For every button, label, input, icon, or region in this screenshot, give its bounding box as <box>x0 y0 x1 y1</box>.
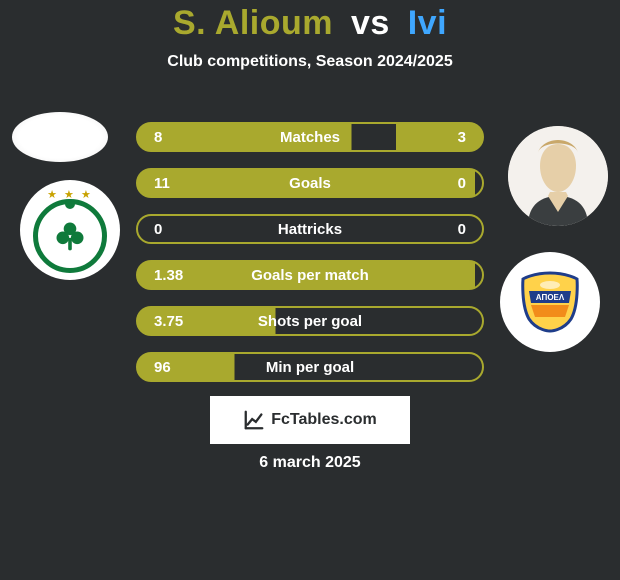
stat-label: Goals per match <box>204 267 416 284</box>
stat-right-value: 0 <box>416 175 466 192</box>
generated-date: 6 march 2025 <box>259 454 360 472</box>
header: S. Alioum vs Ivi Club competitions, Seas… <box>0 0 620 71</box>
stat-left-value: 8 <box>154 129 204 146</box>
stat-row: 0Hattricks0 <box>136 214 484 244</box>
player2-name: Ivi <box>408 4 447 42</box>
attribution-badge: FcTables.com <box>210 396 410 444</box>
comparison-title: S. Alioum vs Ivi <box>0 4 620 43</box>
stat-left-value: 1.38 <box>154 267 204 284</box>
stat-row: 3.75Shots per goal <box>136 306 484 336</box>
svg-text:ΑΠΟΕΛ: ΑΠΟΕΛ <box>536 293 565 302</box>
stat-label: Hattricks <box>204 221 416 238</box>
player2-club-badge: ΑΠΟΕΛ <box>500 252 600 352</box>
shamrock-icon <box>52 218 88 254</box>
player2-portrait-icon <box>508 126 608 226</box>
player1-name: S. Alioum <box>173 4 333 42</box>
stat-right-value: 0 <box>416 221 466 238</box>
stat-label: Min per goal <box>204 359 416 376</box>
player1-avatar-placeholder <box>12 112 108 162</box>
stats-panel: 8Matches311Goals00Hattricks01.38Goals pe… <box>136 122 484 398</box>
apoel-shield-icon: ΑΠΟΕΛ <box>517 269 583 335</box>
player1-club-badge: ★ ★ ★ <box>20 180 120 280</box>
chart-icon <box>243 409 265 431</box>
stat-left-value: 0 <box>154 221 204 238</box>
stat-row: 8Matches3 <box>136 122 484 152</box>
stat-left-value: 11 <box>154 175 204 192</box>
attribution-text: FcTables.com <box>271 411 377 429</box>
stat-row: 11Goals0 <box>136 168 484 198</box>
stat-right-value: 3 <box>416 129 466 146</box>
stat-label: Goals <box>204 175 416 192</box>
stat-label: Shots per goal <box>204 313 416 330</box>
stat-left-value: 96 <box>154 359 204 376</box>
stat-label: Matches <box>204 129 416 146</box>
subtitle: Club competitions, Season 2024/2025 <box>0 53 620 71</box>
player2-avatar <box>508 126 608 226</box>
stat-row: 1.38Goals per match <box>136 260 484 290</box>
stat-left-value: 3.75 <box>154 313 204 330</box>
vs-label: vs <box>351 4 390 42</box>
stat-row: 96Min per goal <box>136 352 484 382</box>
